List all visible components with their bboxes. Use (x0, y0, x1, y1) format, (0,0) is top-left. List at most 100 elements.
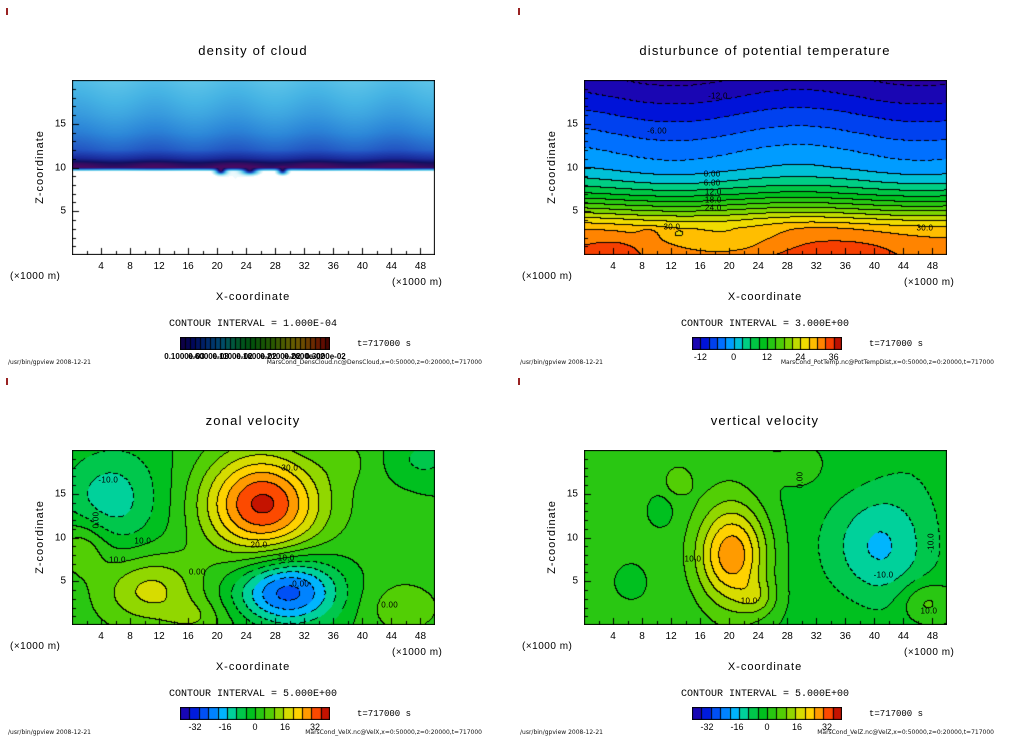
colorbar (180, 707, 330, 720)
contour-label: 10.0 (920, 606, 938, 616)
footer-dataset: MarsCond_VelX.nc@VelX,x=0:50000,z=0:2000… (305, 729, 482, 736)
y-tick-label: 15 (566, 488, 578, 500)
panel-vertical-velocity: vertical velocity Z-coordinate (×1000 m)… (512, 370, 1024, 740)
x-tick-label: 4 (610, 261, 616, 272)
x-tick-label: 16 (694, 631, 706, 642)
contour-plot (72, 80, 435, 255)
colorbar-tick-label: 0.2600e-02 (284, 352, 325, 361)
contour-label: -10.0 (98, 475, 119, 485)
contour-label: 18.0 (704, 195, 722, 205)
panel-density-of-cloud: density of cloud Z-coordinate (×1000 m) … (0, 0, 512, 370)
x-tick-label: 12 (153, 631, 165, 642)
x-tick-label: 20 (723, 261, 735, 272)
colorbar-tick-label: 0.3000e-02 (305, 352, 346, 361)
contour-interval-label: CONTOUR INTERVAL = 5.000E+00 (168, 689, 338, 700)
x-tick-label: 8 (639, 631, 645, 642)
y-axis-label: Z-coordinate (546, 500, 558, 574)
contour-plot (584, 80, 947, 255)
x-tick-label: 4 (610, 631, 616, 642)
contour-label: 10.0 (684, 554, 702, 563)
x-tick-label: 8 (127, 261, 133, 272)
x-tick-label: 36 (839, 261, 851, 272)
x-tick-label: 48 (414, 261, 427, 272)
y-axis-label: Z-coordinate (34, 500, 46, 574)
x-tick-label: 48 (414, 631, 427, 642)
x-tick-label: 48 (926, 631, 939, 642)
y-axis-label: Z-coordinate (546, 130, 558, 204)
contour-label: 0.00 (381, 600, 399, 610)
y-axis-unit: (×1000 m) (10, 641, 61, 652)
x-tick-label: 24 (752, 261, 764, 272)
x-tick-label: 40 (356, 261, 368, 272)
x-tick-label: 44 (385, 261, 397, 272)
time-label: t=717000 s (869, 709, 924, 719)
x-tick-label: 28 (781, 261, 793, 272)
colorbar-tick-label: 0.1000e-03 (164, 352, 205, 361)
x-tick-label: 24 (240, 261, 252, 272)
panel-potential-temperature: disturbunce of potential temperature Z-c… (512, 0, 1024, 370)
frame-corner-mark (518, 8, 520, 15)
time-label: t=717000 s (357, 709, 412, 719)
x-axis-unit: (×1000 m) (904, 647, 955, 658)
x-tick-label: 12 (665, 261, 677, 272)
contour-label: 0.00 (292, 579, 310, 589)
x-tick-label: 40 (356, 631, 368, 642)
contour-label: 0.00 (703, 169, 721, 179)
contour-label: 6.00 (703, 178, 721, 188)
x-axis-label: X-coordinate (215, 291, 291, 303)
footer-command: /usr/bin/gpview 2008-12-21 (520, 359, 603, 366)
x-tick-label: 16 (182, 631, 194, 642)
contour-label: 0.00 (91, 511, 101, 529)
colorbar (180, 337, 330, 350)
footer-command: /usr/bin/gpview 2008-12-21 (8, 359, 91, 366)
colorbar (692, 337, 842, 350)
x-axis-unit: (×1000 m) (904, 277, 955, 288)
x-tick-label: 20 (211, 261, 223, 272)
x-tick-label: 8 (639, 261, 645, 272)
x-tick-label: 4 (98, 631, 104, 642)
time-label: t=717000 s (869, 339, 924, 349)
contour-label: 10.0 (134, 536, 152, 546)
y-axis-label: Z-coordinate (34, 130, 46, 204)
x-tick-label: 44 (897, 631, 909, 642)
footer-dataset: MarsCond_DensCloud.nc@DensCloud,x=0:5000… (266, 359, 482, 366)
x-tick-label: 28 (781, 631, 793, 642)
contour-label: -10.0 (926, 532, 936, 553)
x-axis-label: X-coordinate (727, 291, 803, 303)
contour-plot (584, 450, 947, 625)
colorbar-tick-label: 12 (761, 352, 773, 362)
x-tick-label: 24 (752, 631, 764, 642)
x-tick-label: 32 (810, 261, 822, 272)
x-tick-label: 4 (98, 261, 104, 272)
x-tick-label: 36 (839, 631, 851, 642)
x-axis-label: X-coordinate (215, 661, 291, 673)
y-axis-unit: (×1000 m) (10, 271, 61, 282)
contour-label: 0.00 (188, 567, 206, 577)
contour-label: -10.0 (873, 570, 894, 580)
colorbar-tick-label: 0.1600e-02 (236, 352, 277, 361)
x-tick-label: 16 (182, 261, 194, 272)
y-tick-label: 15 (54, 488, 66, 500)
colorbar-tick-label: -32 (188, 722, 202, 732)
y-tick-label: 15 (566, 118, 578, 130)
contour-plot (72, 450, 435, 625)
colorbar-tick-label: 0 (731, 352, 737, 362)
x-tick-label: 32 (810, 631, 822, 642)
contour-label: -6.00 (647, 126, 667, 136)
contour-interval-label: CONTOUR INTERVAL = 3.000E+00 (680, 319, 850, 330)
x-tick-label: 36 (327, 631, 339, 642)
x-tick-label: 20 (723, 631, 735, 642)
footer-command: /usr/bin/gpview 2008-12-21 (520, 729, 603, 736)
colorbar-tick-label: 16 (279, 722, 291, 732)
contour-label: -12.0 (708, 91, 728, 101)
x-tick-label: 28 (269, 261, 281, 272)
y-tick-label: 5 (572, 575, 578, 587)
contour-interval-label: CONTOUR INTERVAL = 1.000E-04 (168, 319, 338, 330)
contour-label: 10.0 (740, 596, 758, 605)
x-tick-label: 12 (153, 261, 165, 272)
footer-dataset: MarsCond_VelZ.nc@VelZ,x=0:50000,z=0:2000… (817, 729, 994, 736)
y-tick-label: 5 (60, 205, 66, 217)
colorbar-tick-label: 0 (252, 722, 258, 732)
x-tick-label: 8 (127, 631, 133, 642)
